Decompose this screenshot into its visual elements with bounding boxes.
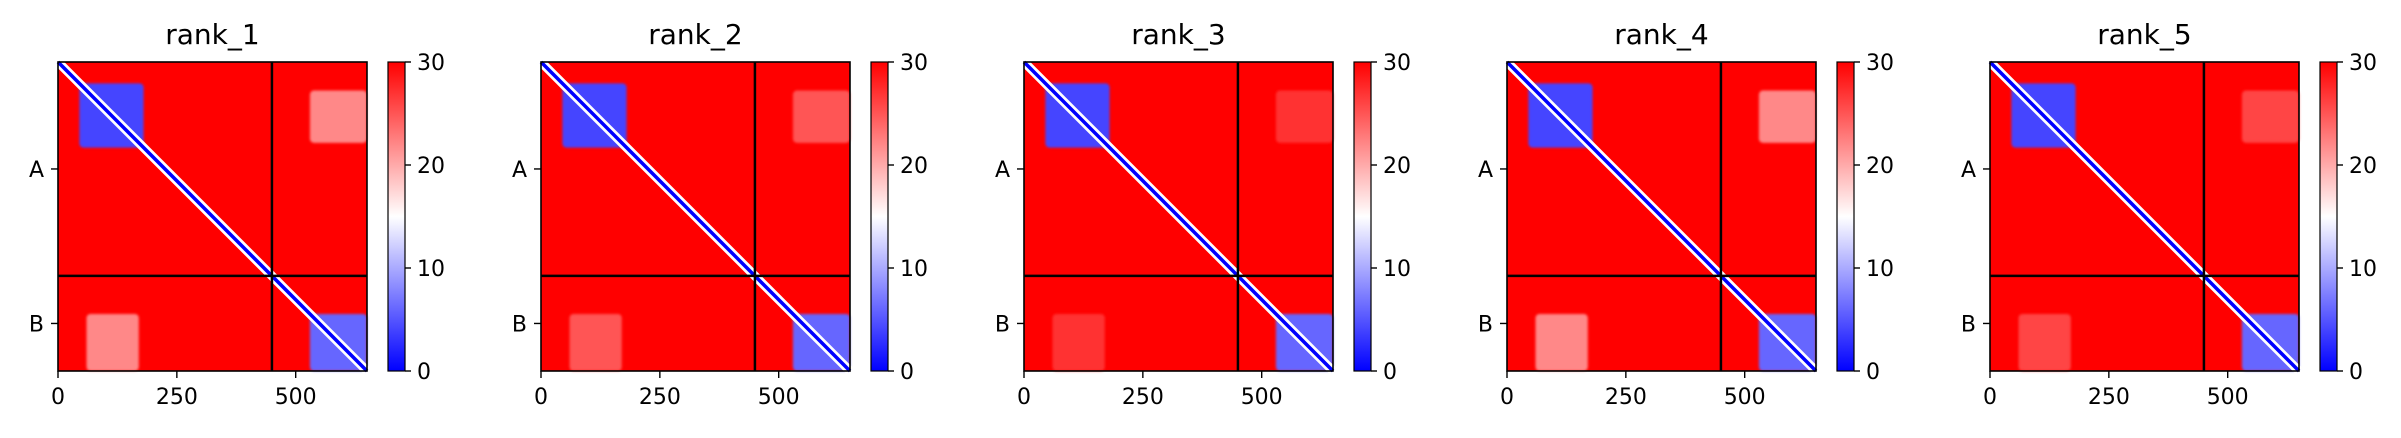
heatmap-block-3 <box>309 90 367 143</box>
plot-frame <box>540 61 851 372</box>
diagonal-band <box>539 60 852 373</box>
heatmap-block-4 <box>1052 313 1105 371</box>
panel-4: rank_4 0 250 500 A B 0 10 20 30 <box>1478 18 1894 410</box>
colorbar-tick-label: 0 <box>417 360 431 385</box>
colorbar-tick-label: 20 <box>1866 154 1894 179</box>
y-tick-label-chain-a: A <box>1478 158 1493 183</box>
colorbar-tick-label: 20 <box>2349 154 2377 179</box>
colorbar-tick-label: 30 <box>1866 51 1894 76</box>
y-tick-label-chain-a: A <box>995 158 1010 183</box>
diagonal-band <box>1505 60 1818 373</box>
colorbar <box>387 61 406 372</box>
colorbar-tick-label: 10 <box>1866 257 1894 282</box>
colorbar-tick-label: 20 <box>900 154 928 179</box>
colorbar-tick-label: 20 <box>417 154 445 179</box>
y-tick-label-chain-b: B <box>29 312 44 337</box>
panel-title: rank_3 <box>1131 18 1225 51</box>
x-tick-label: 250 <box>2088 385 2130 410</box>
plot-frame <box>57 61 368 372</box>
x-tick-label: 250 <box>156 385 198 410</box>
panel-1: rank_1 0 250 500 A B 0 10 20 30 <box>29 18 445 410</box>
x-tick-label: 500 <box>275 385 317 410</box>
heatmap-block-3 <box>2241 90 2299 143</box>
plot-frame <box>1989 61 2300 372</box>
plot-frame <box>1023 61 1334 372</box>
x-tick-label: 0 <box>534 385 548 410</box>
panel-title: rank_2 <box>648 18 742 51</box>
x-tick-label: 500 <box>1241 385 1283 410</box>
panel-3: rank_3 0 250 500 A B 0 10 20 30 <box>995 18 1411 410</box>
x-tick-label: 0 <box>1500 385 1514 410</box>
heatmap-block-3 <box>1758 90 1816 143</box>
colorbar-tick-label: 20 <box>1383 154 1411 179</box>
colorbar-tick-label: 0 <box>1866 360 1880 385</box>
x-tick-label: 0 <box>1983 385 1997 410</box>
colorbar <box>1836 61 1855 372</box>
heatmap-block-4 <box>86 313 139 371</box>
colorbar <box>870 61 889 372</box>
x-tick-label: 250 <box>639 385 681 410</box>
panel-title: rank_5 <box>2097 18 2191 51</box>
diagonal-band <box>56 60 369 373</box>
diagonal-band <box>1022 60 1335 373</box>
x-tick-label: 250 <box>1605 385 1647 410</box>
diagonal-band <box>1988 60 2301 373</box>
y-tick-label-chain-a: A <box>512 158 527 183</box>
colorbar-tick-label: 30 <box>900 51 928 76</box>
plot-frame <box>1506 61 1817 372</box>
panel-2: rank_2 0 250 500 A B 0 10 20 30 <box>512 18 928 410</box>
y-tick-label-chain-a: A <box>1961 158 1976 183</box>
panel-title: rank_4 <box>1614 18 1708 51</box>
colorbar-tick-label: 0 <box>2349 360 2363 385</box>
x-tick-label: 500 <box>1724 385 1766 410</box>
heatmap-block-4 <box>1535 313 1588 371</box>
y-tick-label-chain-b: B <box>512 312 527 337</box>
y-tick-label-chain-b: B <box>1961 312 1976 337</box>
colorbar <box>2319 61 2338 372</box>
colorbar-tick-label: 0 <box>900 360 914 385</box>
colorbar-tick-label: 10 <box>900 257 928 282</box>
x-tick-label: 500 <box>758 385 800 410</box>
heatmap-block-4 <box>569 313 622 371</box>
colorbar <box>1353 61 1372 372</box>
y-tick-label-chain-b: B <box>1478 312 1493 337</box>
y-tick-label-chain-a: A <box>29 158 44 183</box>
colorbar-tick-label: 0 <box>1383 360 1397 385</box>
x-tick-label: 250 <box>1122 385 1164 410</box>
colorbar-tick-label: 30 <box>2349 51 2377 76</box>
heatmap-block-3 <box>1275 90 1333 143</box>
y-tick-label-chain-b: B <box>995 312 1010 337</box>
colorbar-tick-label: 30 <box>417 51 445 76</box>
heatmap-block-3 <box>792 90 850 143</box>
x-tick-label: 500 <box>2207 385 2249 410</box>
colorbar-tick-label: 10 <box>417 257 445 282</box>
colorbar-tick-label: 10 <box>2349 257 2377 282</box>
x-tick-label: 0 <box>51 385 65 410</box>
panel-title: rank_1 <box>165 18 259 51</box>
x-tick-label: 0 <box>1017 385 1031 410</box>
panel-5: rank_5 0 250 500 A B 0 10 20 30 <box>1961 18 2377 410</box>
colorbar-tick-label: 30 <box>1383 51 1411 76</box>
colorbar-tick-label: 10 <box>1383 257 1411 282</box>
heatmap-block-4 <box>2018 313 2071 371</box>
